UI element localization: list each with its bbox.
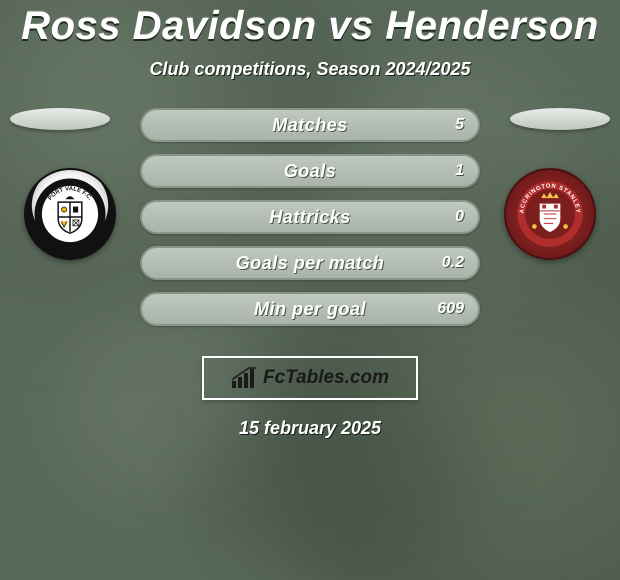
stat-row: Min per goal609	[0, 292, 620, 326]
stat-pill: Goals1	[140, 154, 480, 188]
page-title: Ross Davidson vs Henderson	[21, 4, 599, 49]
stat-label: Matches	[142, 115, 478, 136]
stat-label: Hattricks	[142, 207, 478, 228]
stats-area: PORT VALE F.C. 1876	[0, 108, 620, 338]
infographic-root: Ross Davidson vs Henderson Club competit…	[0, 0, 620, 580]
stat-pill: Min per goal609	[140, 292, 480, 326]
club-badge-left: PORT VALE F.C. 1876	[24, 168, 116, 260]
stat-pill: Hattricks0	[140, 200, 480, 234]
date-text: 15 february 2025	[239, 418, 381, 439]
brand-text: FcTables.com	[263, 367, 389, 389]
stat-value: 5	[455, 116, 464, 134]
player-marker-right	[510, 108, 610, 130]
bar-chart-icon	[231, 367, 257, 389]
page-subtitle: Club competitions, Season 2024/2025	[149, 59, 470, 80]
stat-label: Min per goal	[142, 299, 478, 320]
stat-pill: Matches5	[140, 108, 480, 142]
stat-value: 0.2	[442, 254, 464, 272]
accrington-stanley-crest-icon: ACCRINGTON STANLEY	[511, 175, 589, 253]
brand-box[interactable]: FcTables.com	[202, 356, 418, 400]
stat-pill: Goals per match0.2	[140, 246, 480, 280]
stat-value: 609	[437, 300, 464, 318]
port-vale-crest-icon: PORT VALE F.C. 1876	[33, 177, 107, 251]
svg-text:1876: 1876	[64, 237, 76, 243]
player-marker-left	[10, 108, 110, 130]
stat-value: 1	[455, 162, 464, 180]
stat-label: Goals per match	[142, 253, 478, 274]
club-badge-right: ACCRINGTON STANLEY	[504, 168, 596, 260]
stat-value: 0	[455, 208, 464, 226]
stat-label: Goals	[142, 161, 478, 182]
